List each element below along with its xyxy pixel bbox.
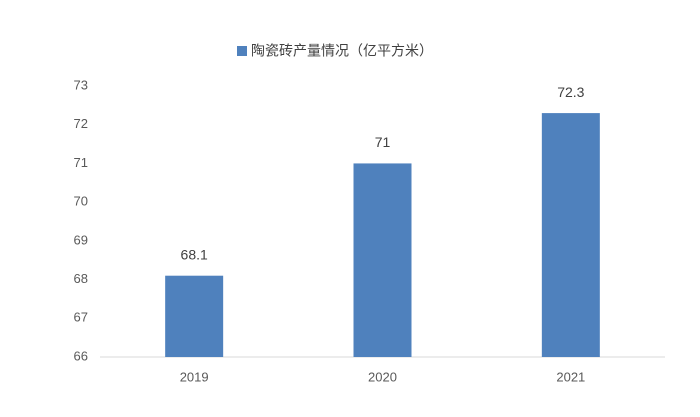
- legend-swatch: [237, 46, 247, 56]
- data-label: 68.1: [181, 246, 208, 262]
- y-tick-label: 70: [74, 194, 88, 209]
- y-tick-label: 72: [74, 116, 88, 131]
- y-tick-label: 71: [74, 155, 88, 170]
- x-tick-label: 2020: [368, 369, 397, 384]
- y-tick-label: 66: [74, 348, 88, 363]
- bar: [353, 163, 412, 357]
- y-tick-label: 69: [74, 232, 88, 247]
- bar: [165, 275, 224, 357]
- y-tick-label: 68: [74, 271, 88, 286]
- x-tick-label: 2019: [180, 369, 209, 384]
- data-label: 71: [375, 134, 391, 150]
- bar: [541, 113, 600, 357]
- legend-text: 陶瓷砖产量情况（亿平方米）: [251, 43, 433, 59]
- data-label: 72.3: [557, 84, 584, 100]
- y-tick-label: 73: [74, 77, 88, 92]
- y-tick-label: 67: [74, 310, 88, 325]
- x-tick-label: 2021: [556, 369, 585, 384]
